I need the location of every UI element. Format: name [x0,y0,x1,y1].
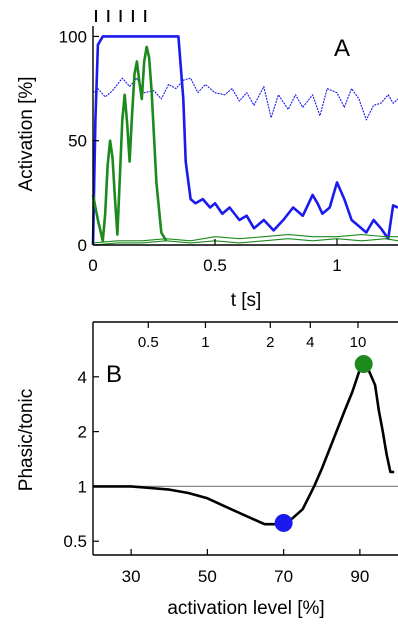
x-tick-label: 0 [88,256,97,275]
series-line-2 [91,45,168,243]
highlight-points [274,355,373,532]
y-tick-label: 100 [59,27,87,46]
top-tick-label: 0.5 [138,334,159,351]
panel-b-x-ticks: 30 50 70 90 [122,549,369,586]
series-line-3 [92,238,398,246]
panel-b-letter: B [106,361,122,388]
panel-b-top-ticks: 0.5 1 2 4 10 [138,322,366,351]
top-tick-label: 4 [306,334,314,351]
x-tick-label: 0.5 [203,256,227,275]
top-tick-label: 10 [350,334,367,351]
highlight-point-1 [354,355,373,374]
panel-a-series [91,35,398,246]
panel-a-xlabel: t [s] [231,290,262,311]
x-tick-label: 30 [122,567,141,586]
panel-a-ylabel: Activation [%] [16,76,37,191]
y-tick-label: 0 [78,236,87,255]
x-tick-label: 70 [274,567,293,586]
top-tick-label: 2 [266,334,274,351]
x-tick-label: 90 [350,567,369,586]
phasic-tonic-curve [93,362,395,526]
panel-b-y-ticks: 0.5 1 2 4 [63,368,99,551]
panel-b: 0.5 1 2 4 10 30 50 70 90 0.5 1 2 4 B activation le… [16,321,398,619]
series-line-0 [91,35,398,246]
y-tick-label: 0.5 [63,532,87,551]
y-tick-label: 1 [78,477,87,496]
series-line-4 [92,234,398,244]
stimulus-markers [95,10,147,22]
x-tick-label: 1 [332,256,341,275]
panel-b-xlabel: activation level [%] [167,598,324,619]
y-tick-label: 4 [78,368,87,387]
panel-a-y-ticks: 0 50 100 [59,27,99,255]
panel-a-x-ticks: 0 0.5 1 [88,239,342,275]
panel-b-ylabel: Phasic/tonic [16,389,37,491]
x-tick-label: 50 [198,567,217,586]
top-tick-label: 1 [201,334,209,351]
y-tick-label: 50 [68,132,87,151]
y-tick-label: 2 [78,423,87,442]
highlight-point-0 [274,513,293,532]
panel-a-letter: A [334,35,350,62]
panel-a-frame [93,26,398,245]
